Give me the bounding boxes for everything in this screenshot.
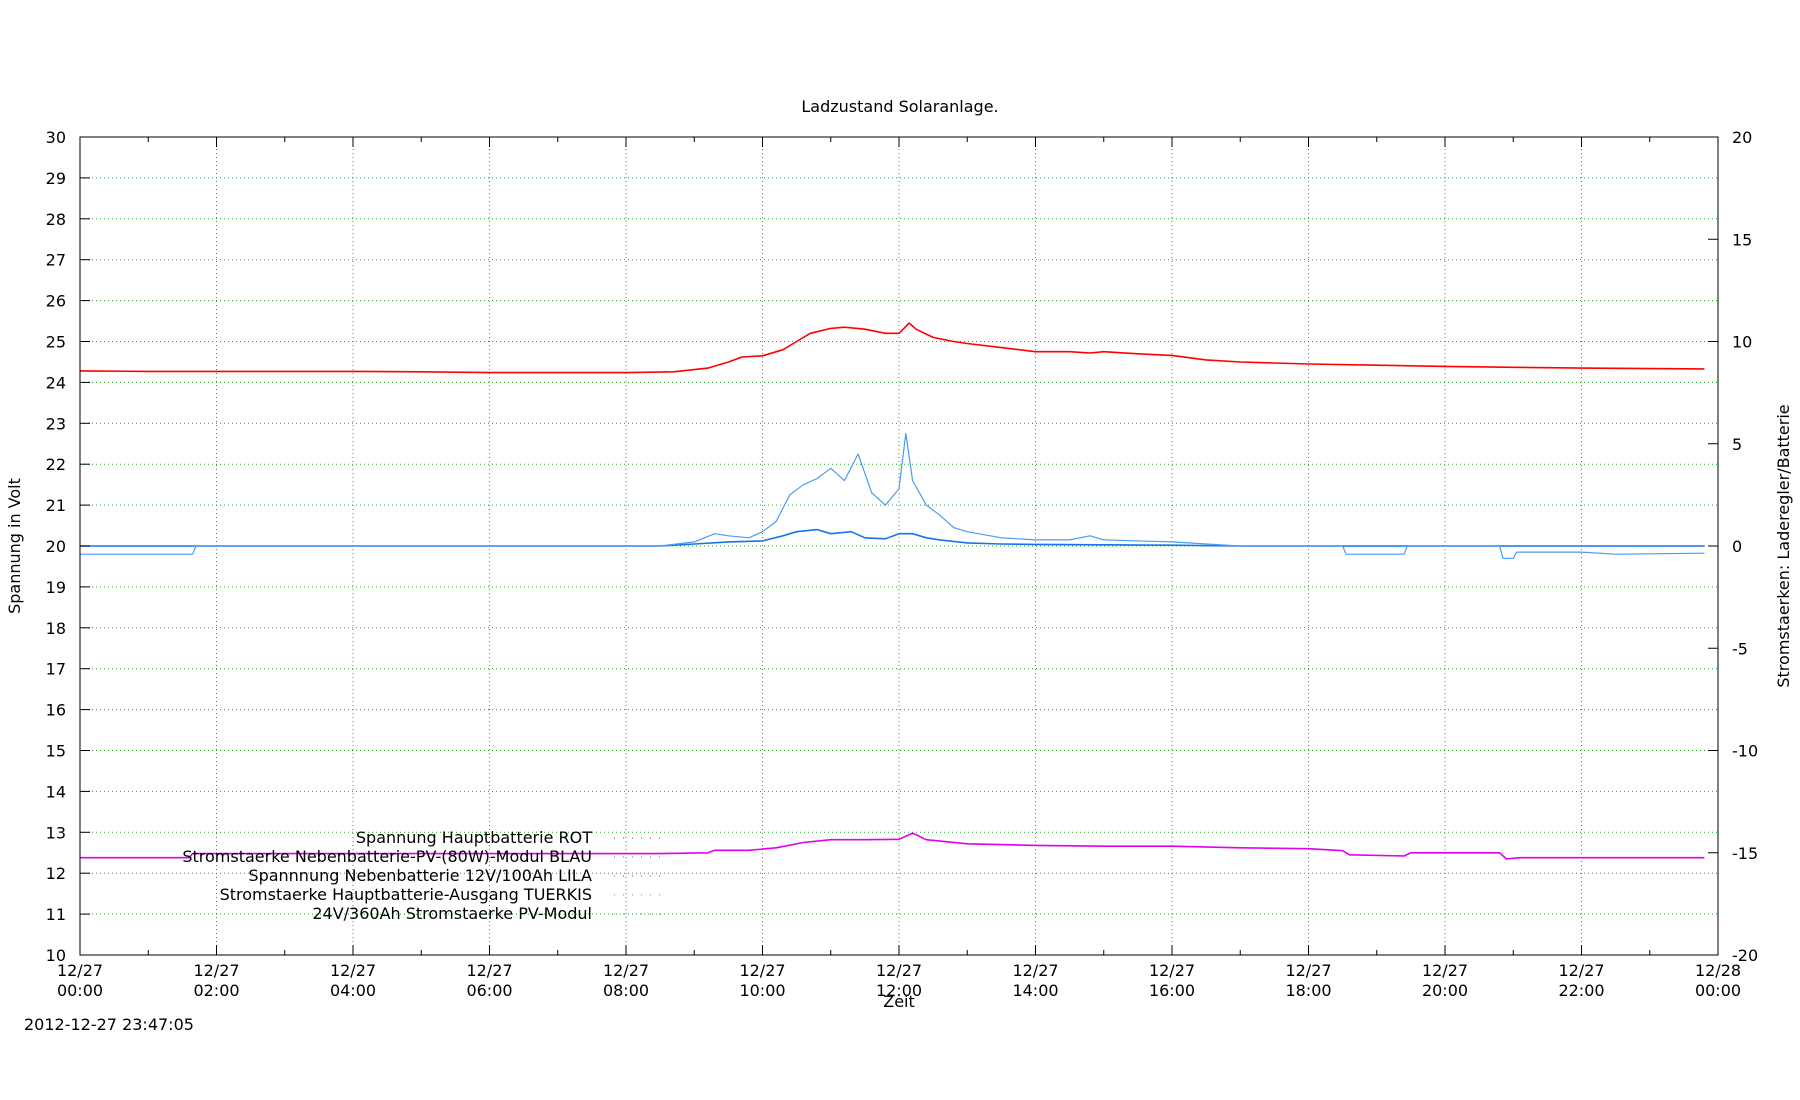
y-tick-label-left: 21 xyxy=(46,496,66,515)
x-tick-label-date: 12/27 xyxy=(1285,961,1331,980)
legend-label: 24V/360Ah Stromstaerke PV-Modul xyxy=(312,904,592,923)
x-tick-label-date: 12/27 xyxy=(330,961,376,980)
y-tick-label-left: 18 xyxy=(46,619,66,638)
legend-label: Spannung Hauptbatterie ROT xyxy=(356,828,592,847)
y-tick-label-left: 26 xyxy=(46,292,66,311)
y-tick-label-right: 20 xyxy=(1732,128,1752,147)
chart-title: Ladzustand Solaranlage. xyxy=(801,97,998,116)
x-axis-label: Zeit xyxy=(883,992,915,1011)
legend-label: Stromstaerke Nebenbatterie-PV-(80W)-Modu… xyxy=(182,847,592,866)
y-axis-right-label: Stromstaerken: Laderegler/Batterie xyxy=(1774,404,1793,687)
x-tick-label-date: 12/27 xyxy=(193,961,239,980)
legend-label: Stromstaerke Hauptbatterie-Ausgang TUERK… xyxy=(220,885,592,904)
y-tick-label-left: 24 xyxy=(46,373,66,392)
y-tick-label-left: 20 xyxy=(46,537,66,556)
y-tick-label-left: 22 xyxy=(46,455,66,474)
y-tick-label-left: 13 xyxy=(46,823,66,842)
y-tick-label-right: 15 xyxy=(1732,230,1752,249)
x-tick-label-time: 16:00 xyxy=(1149,981,1195,1000)
y-tick-label-left: 14 xyxy=(46,782,66,801)
series-line-2 xyxy=(80,832,1705,860)
x-tick-label-time: 22:00 xyxy=(1558,981,1604,1000)
x-tick-label-date: 12/27 xyxy=(1012,961,1058,980)
y-tick-label-left: 28 xyxy=(46,210,66,229)
x-tick-label-time: 20:00 xyxy=(1422,981,1468,1000)
y-tick-label-left: 30 xyxy=(46,128,66,147)
x-tick-label-time: 08:00 xyxy=(603,981,649,1000)
y-tick-label-left: 19 xyxy=(46,578,66,597)
y-tick-label-left: 12 xyxy=(46,864,66,883)
y-axis-left: 10 11 12 13 14 15 16 17 18 19 20 21 22 23 24 25 26 27 28 29… xyxy=(46,128,90,965)
x-tick-label-time: 00:00 xyxy=(57,981,103,1000)
y-tick-label-left: 11 xyxy=(46,905,66,924)
y-tick-label-right: 0 xyxy=(1732,537,1742,556)
x-tick-label-time: 02:00 xyxy=(193,981,239,1000)
y-tick-label-left: 15 xyxy=(46,742,66,761)
x-tick-label-time: 06:00 xyxy=(466,981,512,1000)
x-tick-label-date: 12/27 xyxy=(1558,961,1604,980)
x-tick-label-date: 12/27 xyxy=(1422,961,1468,980)
y-axis-left-label: Spannung in Volt xyxy=(5,478,24,614)
x-tick-label-date: 12/27 xyxy=(57,961,103,980)
y-tick-label-right: -10 xyxy=(1732,742,1758,761)
series-line-0 xyxy=(79,322,1705,374)
y-tick-label-left: 16 xyxy=(46,701,66,720)
x-tick-label-date: 12/27 xyxy=(466,961,512,980)
timestamp-label: 2012-12-27 23:47:05 xyxy=(24,1015,194,1034)
x-tick-label-date: 12/27 xyxy=(739,961,785,980)
x-tick-label-date: 12/28 xyxy=(1695,961,1741,980)
y-tick-label-left: 29 xyxy=(46,169,66,188)
x-axis: 12/2700:0012/2702:0012/2704:0012/2706:00… xyxy=(57,137,1741,1000)
y-tick-label-left: 25 xyxy=(46,333,66,352)
y-tick-label-left: 10 xyxy=(46,946,66,965)
y-tick-label-left: 23 xyxy=(46,414,66,433)
y-tick-label-left: 17 xyxy=(46,660,66,679)
y-tick-label-right: 10 xyxy=(1732,333,1752,352)
x-tick-label-time: 04:00 xyxy=(330,981,376,1000)
y-tick-label-right: 5 xyxy=(1732,435,1742,454)
x-tick-label-time: 12:00 xyxy=(876,981,922,1000)
series-line-3 xyxy=(80,432,1705,559)
x-tick-label-time: 14:00 xyxy=(1012,981,1058,1000)
y-tick-label-right: -5 xyxy=(1732,639,1748,658)
series-line-1 xyxy=(80,528,1705,547)
x-tick-label-time: 10:00 xyxy=(739,981,785,1000)
y-tick-label-left: 27 xyxy=(46,251,66,270)
x-tick-label-date: 12/27 xyxy=(1149,961,1195,980)
series-layer xyxy=(79,322,1705,860)
x-tick-label-date: 12/27 xyxy=(603,961,649,980)
x-tick-label-date: 12/27 xyxy=(876,961,922,980)
legend-label: Spannnung Nebenbatterie 12V/100Ah LILA xyxy=(248,866,592,885)
y-tick-label-right: -20 xyxy=(1732,946,1758,965)
x-tick-label-time: 18:00 xyxy=(1285,981,1331,1000)
x-tick-label-time: 00:00 xyxy=(1695,981,1741,1000)
y-axis-right: -20 -15 -10 -5 0 5 10 15 20 xyxy=(1708,128,1758,965)
y-tick-label-right: -15 xyxy=(1732,844,1758,863)
